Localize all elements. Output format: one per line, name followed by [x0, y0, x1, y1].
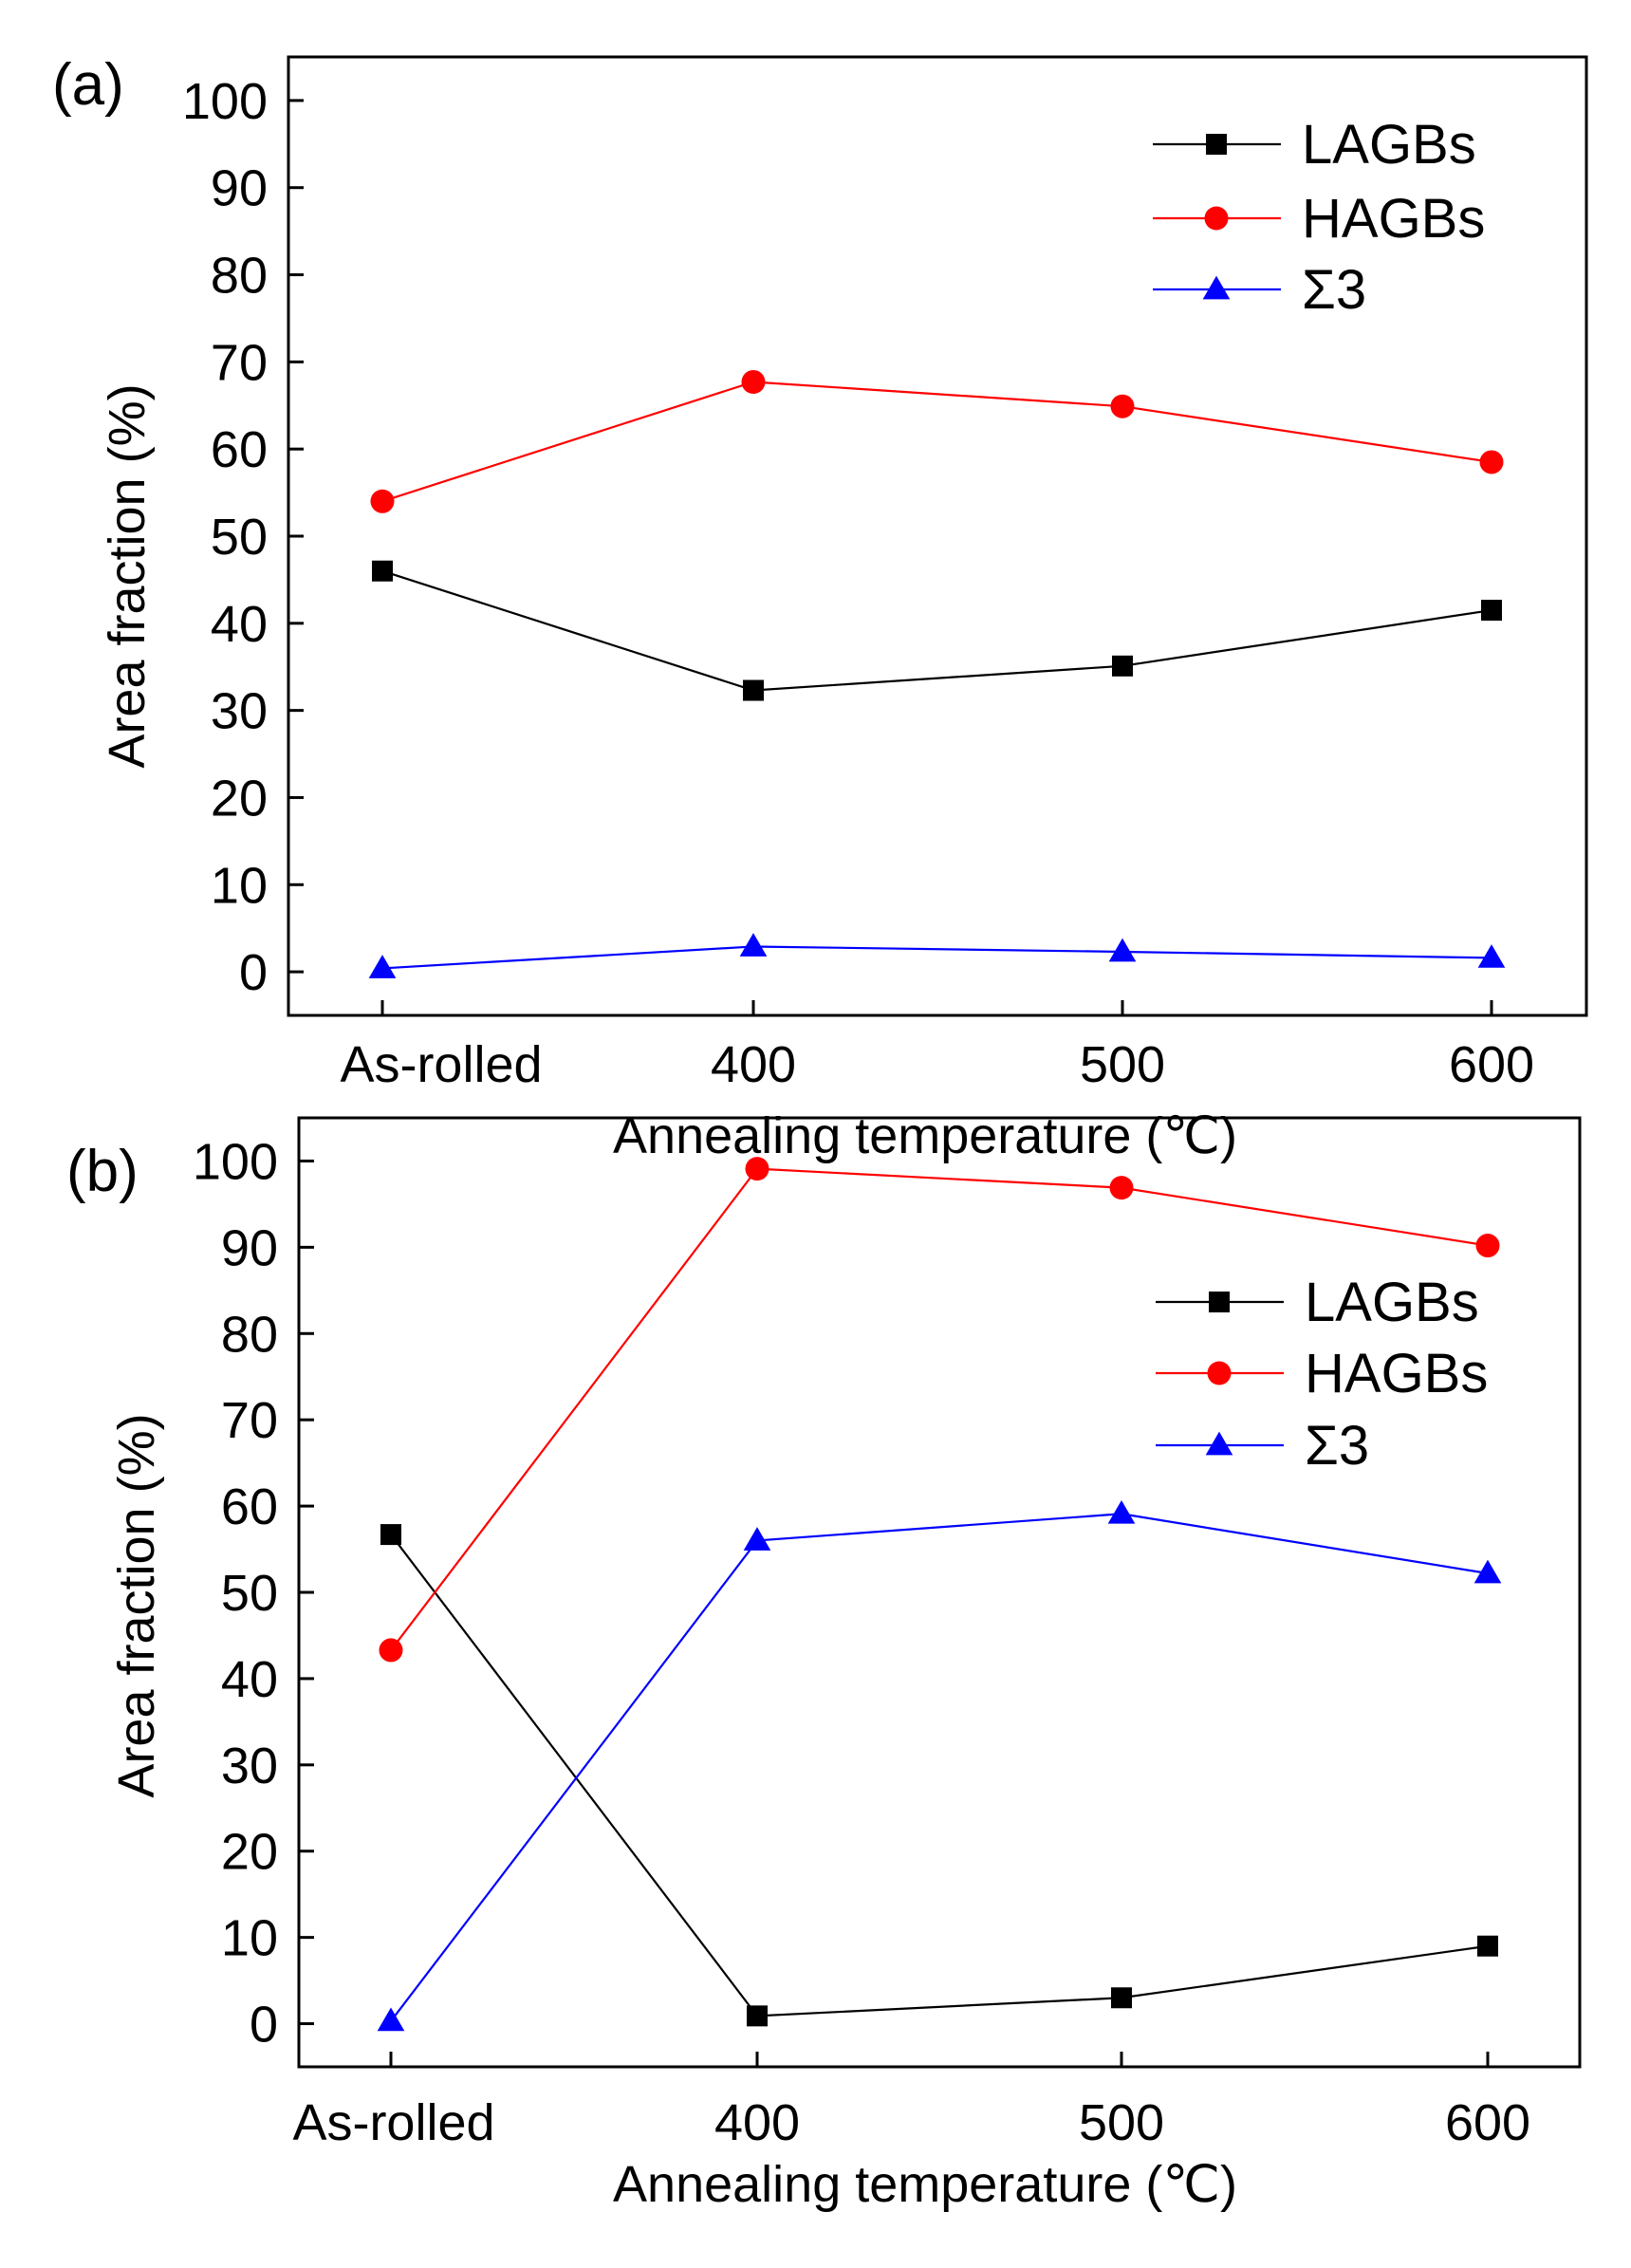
y-tick-label: 40: [211, 596, 268, 653]
series-line-HAGBs: [381, 381, 1492, 503]
data-point-LAGBs: [747, 2005, 768, 2027]
series-line-LAGBs: [390, 1534, 1489, 2017]
y-tick-label: 30: [211, 683, 268, 740]
series-line-Σ3: [381, 945, 1492, 970]
data-point-Σ3: [368, 955, 397, 978]
y-tick-label: 80: [211, 248, 268, 305]
legend-marker: [1204, 206, 1229, 231]
y-tick-label: 20: [221, 1824, 278, 1881]
legend-marker: [1205, 1431, 1233, 1456]
series-line-LAGBs: [381, 569, 1492, 692]
legend-marker: [1206, 134, 1227, 155]
y-tick-label: 50: [221, 1565, 278, 1622]
data-point-LAGBs: [743, 679, 764, 701]
x-tick-label: 400: [714, 2094, 800, 2151]
legend-label: HAGBs: [1305, 1343, 1488, 1404]
legend-marker: [1207, 1361, 1232, 1385]
series-line-Σ3: [390, 1513, 1489, 2022]
legend-marker: [1209, 1292, 1230, 1312]
data-point-HAGBs: [1110, 394, 1135, 418]
y-axis-title: Area fraction (%): [99, 383, 156, 768]
y-tick-label: 60: [211, 421, 268, 478]
data-point-HAGBs: [1109, 1176, 1134, 1200]
y-tick-label: 100: [182, 73, 268, 130]
x-tick-label: As-rolled: [340, 1036, 542, 1093]
data-point-LAGBs: [1112, 655, 1133, 677]
legend-label: Σ3: [1305, 1415, 1369, 1477]
y-tick-label: 10: [221, 1910, 278, 1967]
y-tick-label: 30: [221, 1738, 278, 1794]
y-axis-title: Area fraction (%): [108, 1413, 165, 1797]
y-tick-label: 90: [221, 1219, 278, 1276]
data-point-HAGBs: [1479, 450, 1504, 474]
x-tick-label: 600: [1449, 1036, 1534, 1093]
x-tick-label: 400: [711, 1036, 796, 1093]
data-point-Σ3: [1108, 938, 1137, 962]
data-point-Σ3: [1107, 1499, 1136, 1524]
panel-b: 0 10 20 30 40 50 60 70 80 90 100 As-rolled 400 500 600…: [66, 1116, 1582, 2213]
legend-label: LAGBs: [1305, 1272, 1479, 1333]
y-tick-label: 0: [239, 944, 268, 1001]
y-tick-label: 100: [193, 1133, 278, 1190]
data-point-Σ3: [739, 933, 768, 957]
y-tick-label: 10: [211, 857, 268, 914]
y-tick-label: 20: [211, 770, 268, 827]
legend-label: LAGBs: [1302, 114, 1476, 176]
series-line-HAGBs: [390, 1167, 1489, 1651]
data-point-HAGBs: [1475, 1234, 1500, 1258]
x-axis-title: Annealing temperature (℃): [613, 1107, 1237, 1164]
legend-marker: [1202, 275, 1231, 300]
data-point-LAGBs: [380, 1524, 401, 1546]
data-point-LAGBs: [1477, 1935, 1498, 1957]
y-tick-label: 40: [221, 1651, 278, 1708]
data-point-HAGBs: [741, 369, 766, 394]
x-tick-label: 600: [1445, 2094, 1530, 2151]
x-axis-title: Annealing temperature (℃): [613, 2156, 1237, 2213]
data-point-Σ3: [1477, 944, 1506, 968]
y-tick-label: 70: [211, 334, 268, 391]
data-point-HAGBs: [370, 489, 395, 513]
x-tick-label: 500: [1079, 2094, 1164, 2151]
data-point-HAGBs: [745, 1157, 769, 1181]
y-tick-label: 90: [211, 160, 268, 217]
y-tick-label: 0: [250, 1997, 278, 2054]
data-point-Σ3: [743, 1527, 771, 1551]
legend-label: HAGBs: [1302, 188, 1485, 250]
panel-label: (a): [52, 52, 124, 118]
plot-frame: [297, 1116, 1582, 2069]
y-tick-label: 70: [221, 1392, 278, 1449]
data-point-LAGBs: [1111, 1987, 1132, 2009]
y-tick-label: 80: [221, 1306, 278, 1363]
panel-label: (b): [66, 1139, 139, 1204]
y-tick-label: 60: [221, 1478, 278, 1535]
data-point-HAGBs: [379, 1638, 403, 1663]
data-point-Σ3: [1473, 1559, 1502, 1584]
y-tick-label: 50: [211, 509, 268, 566]
data-point-LAGBs: [372, 560, 393, 582]
x-tick-label: As-rolled: [292, 2094, 494, 2151]
data-point-Σ3: [377, 2007, 405, 2032]
legend-label: Σ3: [1302, 259, 1366, 321]
data-point-LAGBs: [1481, 600, 1502, 622]
panel-a: 0 10 20 30 40 50 60 70 80 90 100 As-rolled 400 500 600…: [52, 52, 1588, 1164]
x-tick-label: 500: [1080, 1036, 1165, 1093]
